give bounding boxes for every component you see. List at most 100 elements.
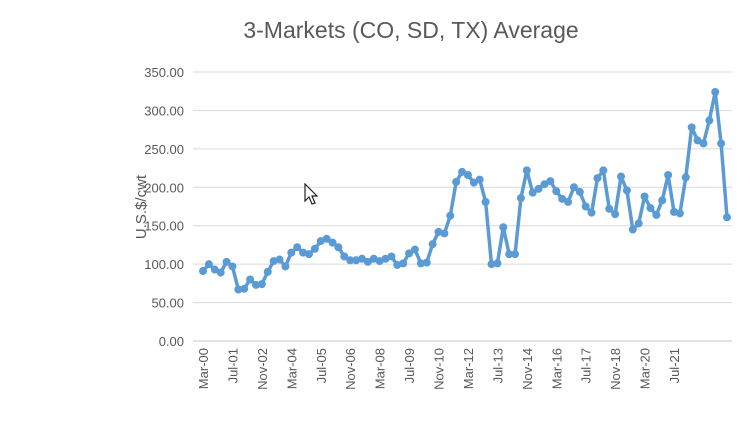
data-point — [240, 284, 249, 293]
data-point — [599, 166, 608, 175]
data-point — [705, 116, 714, 125]
data-point — [564, 197, 573, 206]
x-tick-label: Nov-02 — [255, 348, 270, 390]
data-point — [593, 174, 602, 183]
data-point — [446, 211, 455, 220]
data-point — [357, 254, 366, 263]
x-tick-label: Jul-13 — [490, 348, 505, 383]
x-tick-label: Nov-10 — [432, 348, 447, 390]
data-point — [251, 280, 260, 289]
y-tick-label: 300.00 — [144, 103, 184, 118]
data-point — [640, 192, 649, 201]
x-tick-label: Mar-16 — [549, 348, 564, 389]
data-point — [540, 180, 549, 189]
x-tick-label: Mar-04 — [284, 348, 299, 389]
data-point — [575, 187, 584, 196]
x-tick-label: Jul-21 — [667, 348, 682, 383]
data-point — [534, 184, 543, 193]
data-point — [210, 265, 219, 274]
data-point — [416, 259, 425, 268]
y-tick-label: 0.00 — [159, 334, 184, 349]
data-point — [458, 167, 467, 176]
data-point — [646, 204, 655, 213]
data-point — [516, 194, 525, 203]
data-point — [699, 139, 708, 148]
data-point — [552, 187, 561, 196]
data-point — [257, 280, 266, 289]
data-point — [322, 234, 331, 243]
x-tick-label: Mar-00 — [196, 348, 211, 389]
data-point — [505, 250, 514, 259]
data-point — [328, 238, 337, 247]
data-point — [681, 173, 690, 182]
x-tick-label: Nov-18 — [608, 348, 623, 390]
data-point — [693, 136, 702, 145]
data-point — [581, 202, 590, 211]
y-axis-label: U.S.$/cwt — [133, 174, 150, 239]
data-point — [440, 229, 449, 238]
data-point — [558, 194, 567, 203]
data-point — [481, 197, 490, 206]
y-tick-label: 100.00 — [144, 257, 184, 272]
data-point — [346, 256, 355, 265]
data-point — [204, 260, 213, 269]
mouse-pointer-icon — [304, 183, 319, 205]
data-point — [405, 249, 414, 258]
y-tick-label: 250.00 — [144, 142, 184, 157]
data-point — [546, 177, 555, 186]
data-point — [275, 255, 284, 264]
data-point — [664, 170, 673, 179]
data-point — [216, 268, 225, 277]
data-point — [528, 188, 537, 197]
data-point — [281, 262, 290, 271]
data-point — [422, 258, 431, 267]
data-point — [475, 175, 484, 184]
data-point — [387, 252, 396, 261]
data-point — [452, 177, 461, 186]
y-tick-label: 350.00 — [144, 65, 184, 80]
data-point — [658, 196, 667, 205]
data-point — [234, 285, 243, 294]
data-point — [246, 275, 255, 284]
data-point — [628, 225, 637, 234]
data-point — [228, 262, 237, 271]
data-point — [622, 186, 631, 195]
data-point — [293, 243, 302, 252]
data-point — [522, 166, 531, 175]
y-tick-label: 50.00 — [151, 296, 184, 311]
x-tick-label: Nov-14 — [520, 348, 535, 390]
data-point — [340, 252, 349, 261]
data-point — [363, 257, 372, 266]
data-point — [711, 87, 720, 96]
data-point — [499, 223, 508, 232]
data-point — [334, 243, 343, 252]
y-tick-label: 150.00 — [144, 219, 184, 234]
y-tick-label: 200.00 — [144, 180, 184, 195]
data-point — [304, 250, 313, 259]
data-point — [487, 260, 496, 269]
data-point — [428, 240, 437, 249]
data-point — [569, 183, 578, 192]
x-tick-label: Jul-01 — [225, 348, 240, 383]
data-point — [611, 210, 620, 219]
data-point — [263, 267, 272, 276]
data-point — [310, 244, 319, 253]
x-tick-label: Jul-09 — [402, 348, 417, 383]
data-point — [287, 248, 296, 257]
chart-title: 3-Markets (CO, SD, TX) Average — [243, 17, 578, 43]
data-point — [399, 259, 408, 268]
x-tick-label: Mar-20 — [638, 348, 653, 389]
data-point — [634, 219, 643, 228]
data-point — [410, 245, 419, 254]
x-tick-label: Mar-12 — [461, 348, 476, 389]
data-point — [463, 170, 472, 179]
data-point — [605, 204, 614, 213]
data-point — [687, 123, 696, 132]
data-point — [723, 213, 731, 222]
data-point — [617, 172, 626, 181]
x-tick-label: Jul-05 — [314, 348, 329, 383]
data-point — [469, 178, 478, 187]
data-point — [511, 250, 520, 259]
data-point — [493, 259, 502, 268]
